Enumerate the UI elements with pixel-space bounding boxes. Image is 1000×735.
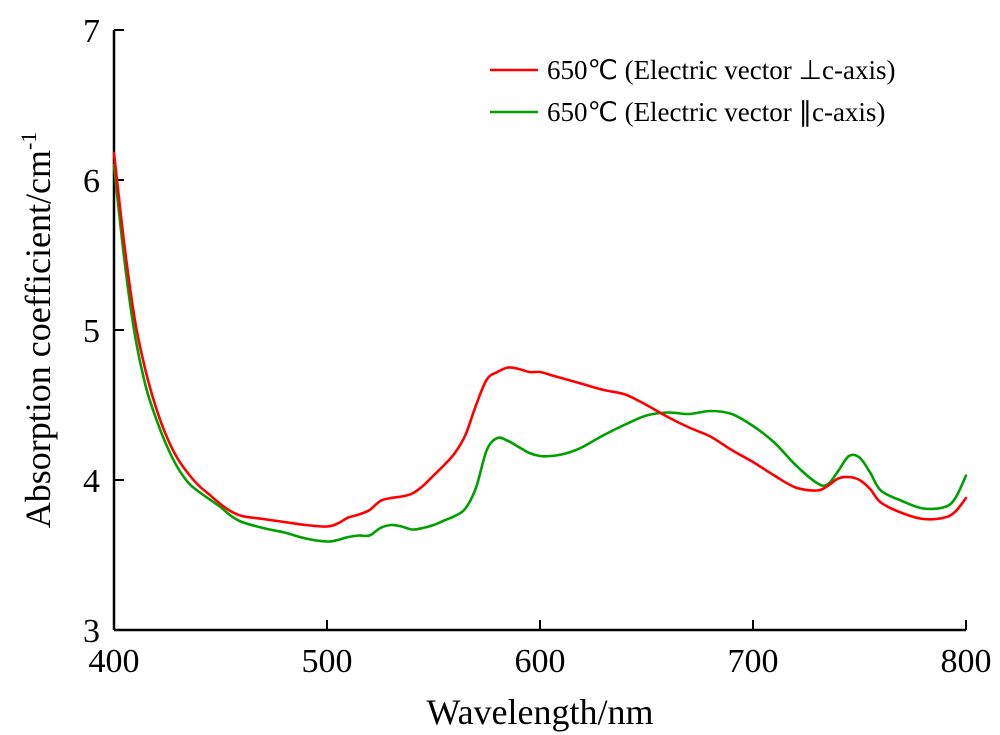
y-axis-label: Absorption coefficient/cm-1 (16, 132, 58, 529)
y-tick-label: 4 (83, 463, 100, 500)
y-tick-label: 7 (83, 13, 100, 50)
legend: 650℃ (Electric vector ⊥c-axis) 650℃ (Elec… (490, 55, 895, 127)
legend-label: 650℃ (Electric vector ∥c-axis) (547, 97, 885, 127)
y-tick-label: 3 (83, 613, 100, 650)
series-line-parallel (112, 163, 968, 543)
x-tick-label: 500 (302, 643, 353, 680)
y-axis-label-superscript: -1 (16, 132, 41, 150)
y-tick-label: 5 (83, 313, 100, 350)
x-tick-label: 800 (941, 643, 992, 680)
legend-label: 650℃ (Electric vector ⊥c-axis) (547, 55, 895, 85)
series-line-perpendicular (112, 151, 968, 528)
y-tick-label: 6 (83, 163, 100, 200)
x-tick-label: 700 (728, 643, 779, 680)
series-group (112, 151, 968, 543)
x-tick-label: 600 (515, 643, 566, 680)
x-axis-label: Wavelength/nm (426, 692, 653, 732)
x-tick-label: 400 (89, 643, 140, 680)
x-ticks: 400 500 600 700 800 (89, 620, 992, 680)
y-ticks: 3 4 5 6 7 (83, 13, 124, 650)
y-axis-label-main: Absorption coefficient/cm (18, 150, 58, 528)
